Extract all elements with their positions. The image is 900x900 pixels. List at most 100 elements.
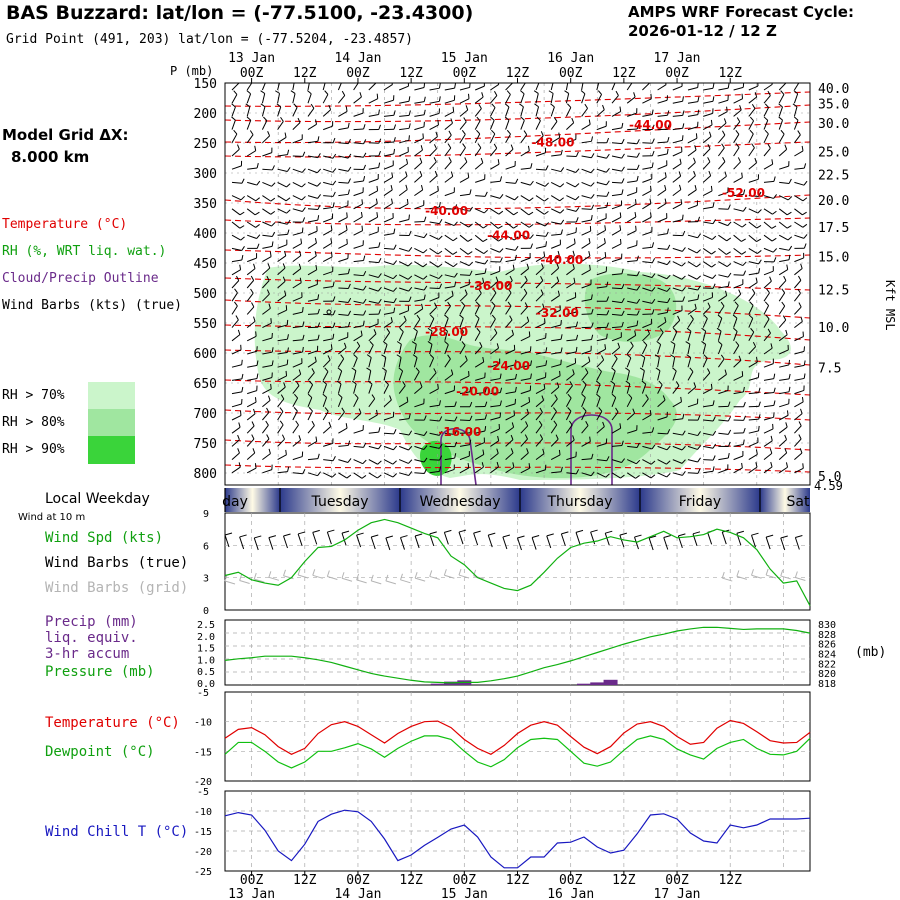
wind-barb: [657, 287, 671, 292]
wind-barb-staff: [231, 466, 241, 474]
wind-barb: [763, 423, 774, 434]
wind-barb: [657, 244, 671, 250]
wind-barb: [581, 264, 591, 276]
wind-barb-flag: [741, 223, 747, 228]
wind-barb-flag: [559, 197, 564, 202]
wind-barb-staff: [231, 403, 242, 408]
wind-barb: [779, 178, 792, 184]
wind-barb-staff: [231, 106, 236, 117]
wind-barb-staff: [551, 221, 562, 225]
wind-barb: [262, 303, 271, 315]
wind-barb-flag: [575, 334, 579, 340]
wind-barb-flag: [407, 275, 413, 280]
wind-barb-flag: [256, 373, 259, 379]
wind-barb: [505, 359, 517, 368]
wind-barb-staff: [490, 147, 498, 157]
wind-barb: [383, 260, 398, 266]
wind-barb-flag: [743, 270, 747, 276]
wind-barb-flag: [281, 434, 286, 440]
wind-barb-staff: [733, 208, 744, 212]
wind-barb-staff: [413, 344, 417, 355]
wind-barb-grid: [283, 569, 294, 580]
wind-barb-flag: [528, 463, 531, 469]
wind-barb: [581, 436, 591, 447]
wind-barb-flag: [393, 445, 398, 451]
wind-barb-staff: [702, 372, 711, 381]
wind-barb: [459, 143, 466, 157]
wind-barb: [368, 298, 382, 304]
wind-barb: [703, 83, 715, 91]
wind-barb-flag: [339, 77, 343, 80]
wind-barb: [505, 144, 514, 157]
wind-barb-staff: [368, 190, 378, 197]
wind-barb: [261, 83, 266, 91]
wind-barb: [429, 443, 443, 449]
wind-barb-flag: [736, 117, 741, 122]
wind-barb: [535, 195, 549, 202]
y-tick-label: 830: [818, 620, 836, 631]
wind-barb-flag: [271, 182, 276, 187]
wind-barb-staff: [733, 467, 743, 474]
wind-barb: [611, 458, 626, 464]
wind-barb-flag: [447, 354, 451, 360]
wind-barb-staff: [429, 318, 435, 328]
wind-barb-staff: [763, 305, 770, 315]
wind-barb: [505, 448, 514, 460]
time-date-label: 13 Jan: [228, 887, 275, 900]
wind-barb-flag: [392, 473, 397, 478]
wind-barb-staff: [277, 137, 287, 144]
wind-barb-staff: [475, 272, 486, 276]
wind-barb: [718, 272, 732, 278]
wind-barb: [505, 83, 513, 91]
wind-barb-staff: [550, 208, 561, 214]
wind-barb-flag: [524, 434, 528, 440]
wind-barb-staff: [733, 455, 744, 461]
wind-barb-flag: [803, 360, 806, 366]
wind-barb-flag: [317, 153, 321, 158]
wind-barb-staff: [444, 390, 455, 395]
wind-barb-staff: [581, 108, 588, 117]
wind-barb-flag: [634, 534, 642, 538]
wind-barb: [429, 455, 443, 461]
wind-barb-staff: [596, 125, 607, 131]
wind-barb: [535, 131, 544, 144]
wind-barb: [564, 90, 570, 104]
wind-barb-staff: [748, 178, 759, 183]
wind-barb-staff: [459, 193, 470, 197]
wind-barb-staff: [794, 181, 805, 186]
wind-barb-flag: [682, 430, 686, 436]
wind-barb-flag: [317, 194, 322, 199]
wind-barb-staff: [596, 472, 606, 478]
wind-barb-staff: [247, 181, 257, 186]
wind-barb-true: [297, 531, 306, 547]
wind-barb: [596, 296, 610, 302]
wind-barb-staff: [627, 274, 638, 277]
pressure-tick-label: 600: [194, 347, 217, 362]
wind-barb-staff: [231, 208, 241, 216]
wind-barb-flag: [802, 197, 808, 202]
wind-barb-staff: [459, 161, 468, 170]
wind-barb: [429, 170, 438, 183]
height-tick-label: 15.0: [818, 251, 849, 266]
wind-barb-flag: [314, 356, 317, 362]
wind-barb: [444, 143, 452, 157]
wind-barb: [353, 408, 362, 421]
wind-barb-staff: [733, 375, 743, 381]
wind-barb-staff: [338, 326, 349, 329]
wind-barb: [459, 117, 467, 130]
wind-barb-staff: [414, 204, 424, 210]
wind-barb: [307, 204, 321, 210]
wind-barb: [702, 131, 712, 144]
wind-barb-flag: [557, 250, 560, 256]
wind-barb-flag: [285, 197, 291, 202]
wind-barb: [399, 214, 410, 223]
wind-barb-flag: [741, 93, 744, 99]
wind-barb-staff: [277, 93, 281, 104]
wind-barb-staff: [277, 154, 288, 157]
wind-barb: [702, 157, 711, 170]
wind-barb: [794, 234, 808, 239]
wind-barb-staff: [672, 127, 683, 131]
wind-barb: [262, 407, 270, 421]
wind-barb-flag: [697, 445, 702, 450]
wind-barb: [626, 330, 637, 342]
